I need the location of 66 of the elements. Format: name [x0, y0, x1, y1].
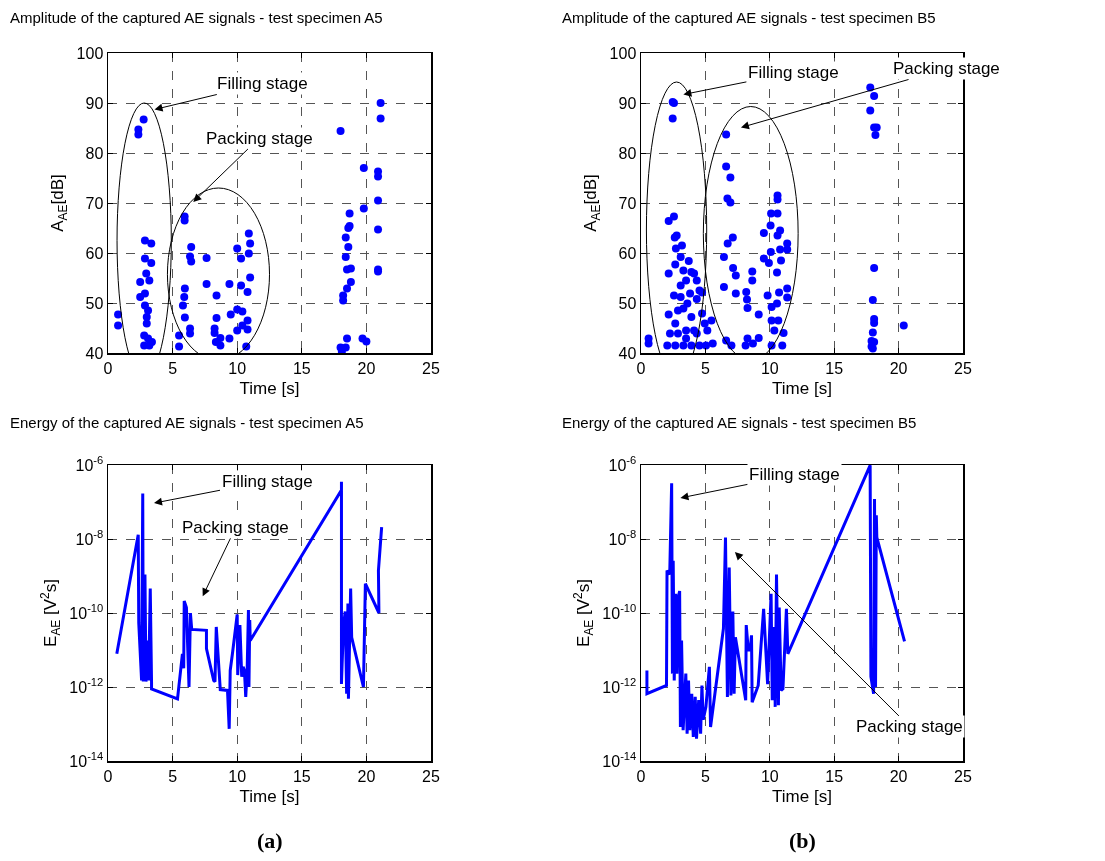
- x-tick-label: 15: [825, 767, 844, 785]
- y-tick-label: 90: [85, 94, 104, 112]
- chart-title: Energy of the captured AE signals - test specimen A5: [10, 414, 364, 432]
- chart-title: Energy of the captured AE signals - test specimen B5: [562, 414, 917, 432]
- x-axis-title: Time [s]: [772, 786, 832, 806]
- x-tick-label: 0: [103, 359, 113, 377]
- x-axis-title: Time [s]: [239, 378, 300, 398]
- y-tick-label: 10$^{-14}$: [602, 749, 637, 770]
- y-tick-label: 10$^{-14}$: [69, 749, 104, 770]
- x-tick-label: 20: [357, 767, 376, 785]
- chart-title: Amplitude of the captured AE signals - test specimen B5: [562, 9, 936, 27]
- x-tick-label: 5: [700, 767, 710, 785]
- x-tick-label: 5: [168, 767, 178, 785]
- text: (a): [257, 828, 283, 853]
- y-tick-label: 40: [618, 344, 637, 362]
- x-tick-label: 20: [889, 767, 908, 785]
- y-tick-label: 10$^{-8}$: [75, 527, 104, 548]
- x-tick-label: 0: [636, 359, 646, 377]
- text: (b): [789, 828, 816, 853]
- chart-title: Amplitude of the captured AE signals - test specimen A5: [10, 9, 383, 27]
- x-tick-label: 25: [422, 767, 440, 785]
- y-tick-label: 90: [618, 94, 637, 112]
- y-tick-label: 10$^{-12}$: [602, 675, 637, 696]
- x-tick-label: 20: [357, 359, 376, 377]
- y-tick-label: 50: [85, 294, 104, 312]
- annotation: Filling stage: [748, 63, 839, 82]
- x-tick-label: 15: [292, 767, 311, 785]
- y-tick-label: 70: [618, 194, 637, 212]
- x-tick-label: 15: [292, 359, 311, 377]
- y-tick-label: 60: [85, 244, 104, 262]
- annotation: Filling stage: [222, 472, 313, 491]
- annotation: Packing stage: [856, 717, 963, 736]
- x-tick-label: 15: [825, 359, 844, 377]
- y-tick-label: 10$^{-6}$: [75, 453, 104, 474]
- y-tick-label: 40: [85, 344, 104, 362]
- y-tick-label: 60: [618, 244, 637, 262]
- annotation: Filling stage: [217, 74, 308, 93]
- annotation: Packing stage: [206, 129, 313, 148]
- annotation: Packing stage: [893, 59, 1000, 78]
- annotation: Packing stage: [182, 518, 289, 537]
- x-tick-label: 5: [700, 359, 710, 377]
- y-tick-label: 80: [618, 144, 637, 162]
- x-tick-label: 20: [889, 359, 908, 377]
- y-tick-label: 100: [76, 44, 104, 62]
- y-tick-label: 100: [609, 44, 637, 62]
- x-tick-label: 25: [954, 767, 972, 785]
- y-tick-label: 10$^{-10}$: [69, 601, 104, 622]
- y-tick-label: 10$^{-12}$: [69, 675, 104, 696]
- x-tick-label: 5: [168, 359, 178, 377]
- y-tick-label: 80: [85, 144, 104, 162]
- x-tick-label: 0: [636, 767, 646, 785]
- x-axis-title: Time [s]: [772, 378, 832, 398]
- x-tick-label: 10: [760, 359, 779, 377]
- y-tick-label: 10$^{-6}$: [608, 453, 637, 474]
- y-tick-label: 10$^{-8}$: [608, 527, 637, 548]
- x-axis-title: Time [s]: [239, 786, 300, 806]
- y-tick-label: 10$^{-10}$: [602, 601, 637, 622]
- x-tick-label: 0: [103, 767, 113, 785]
- x-tick-label: 10: [228, 359, 247, 377]
- x-tick-label: 10: [228, 767, 247, 785]
- x-tick-label: 25: [954, 359, 972, 377]
- annotation: Filling stage: [749, 465, 840, 484]
- x-tick-label: 25: [422, 359, 440, 377]
- y-tick-label: 50: [618, 294, 637, 312]
- x-tick-label: 10: [760, 767, 779, 785]
- y-tick-label: 70: [85, 194, 104, 212]
